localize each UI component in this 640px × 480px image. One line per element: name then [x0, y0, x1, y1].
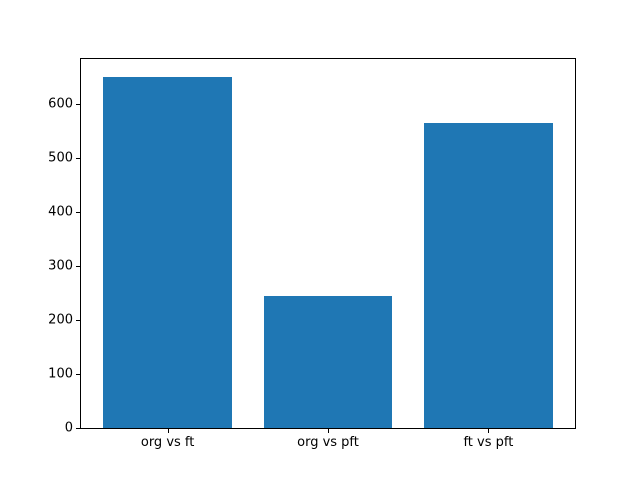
bar-org-vs-pft	[263, 295, 393, 428]
x-tick-mark	[167, 429, 169, 433]
y-tick-mark	[76, 373, 80, 375]
y-tick-label: 100	[48, 366, 73, 382]
x-tick-label: ft vs pft	[463, 435, 514, 450]
y-tick-label: 200	[48, 312, 73, 328]
y-tick-mark	[76, 157, 80, 159]
y-tick-mark	[76, 211, 80, 213]
y-tick-label: 400	[48, 204, 73, 220]
plot-area: org vs ft org vs pft ft vs pft 0 100 200 300 40…	[48, 58, 576, 449]
y-tick-mark	[76, 428, 80, 429]
x-tick-mark	[328, 429, 329, 433]
x-tick-label: org vs pft	[297, 435, 359, 450]
y-tick-mark	[76, 103, 80, 105]
y-tick-mark	[76, 319, 80, 321]
y-tick-label: 500	[48, 150, 73, 166]
y-tick-label: 300	[48, 258, 73, 274]
bar-ft-vs-pft	[424, 122, 553, 428]
y-tick-label: 600	[48, 96, 73, 112]
y-tick-label: 0	[64, 420, 73, 436]
bar-org-vs-ft	[103, 76, 232, 428]
x-tick-mark	[488, 429, 490, 433]
y-tick-mark	[76, 265, 80, 267]
x-tick-label: org vs ft	[140, 435, 195, 450]
